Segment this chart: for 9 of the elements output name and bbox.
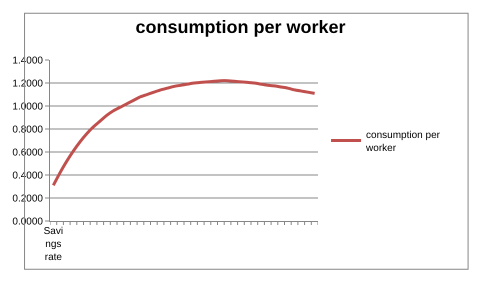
y-tick-label: 1.0000: [12, 102, 44, 112]
y-tick-label: 0.2000: [12, 194, 44, 204]
y-tick-label: 0.6000: [12, 148, 44, 158]
y-tick-label: 0.0000: [12, 216, 44, 228]
x-tick-label: Savings rate: [44, 226, 64, 263]
y-tick-label: 0.8000: [12, 124, 44, 136]
legend-label: consumption per worker: [365, 130, 441, 154]
y-tick-label: 1.2000: [12, 78, 44, 90]
chart-title: consumption per worker: [135, 16, 346, 37]
